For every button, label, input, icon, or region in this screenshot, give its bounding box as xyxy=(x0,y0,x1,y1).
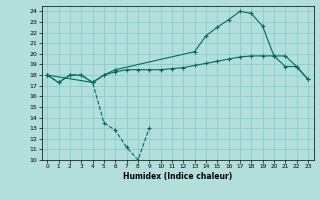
X-axis label: Humidex (Indice chaleur): Humidex (Indice chaleur) xyxy=(123,172,232,181)
